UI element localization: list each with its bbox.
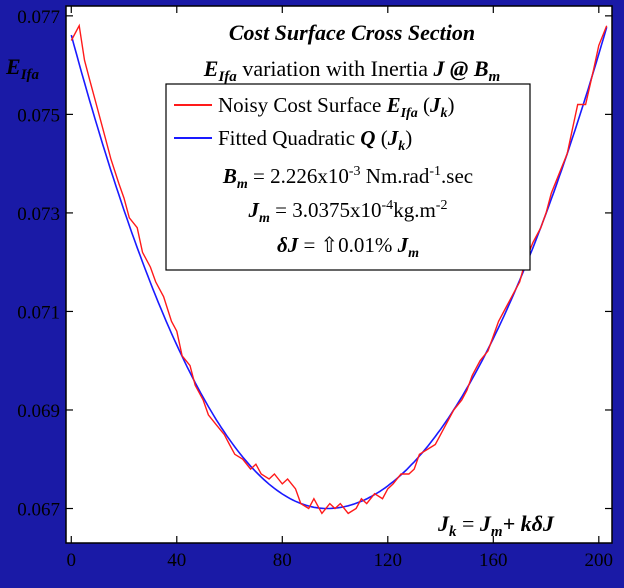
ticks-layer: 0.077 0.075 0.073 0.071 0.069 0.067 0 40 80 120 16… xyxy=(17,6,613,571)
series-noisy-cost xyxy=(70,23,608,515)
subtitle-B-sub: m xyxy=(489,69,501,85)
annotation-dj: δJ = ⇧0.01% Jm xyxy=(277,233,419,261)
chart-subtitle: EIfa variation with Inertia J @ Bm xyxy=(203,56,500,85)
legend-item-noisy: Noisy Cost Surface EIfa (Jk) xyxy=(218,93,454,121)
subtitle-var-sub: Ifa xyxy=(217,69,237,85)
annotation-jm: Jm = 3.0375x10-4kg.m-2 xyxy=(248,198,448,226)
y-tick-label: 0.069 xyxy=(17,401,60,422)
y-tick-label: 0.073 xyxy=(17,204,60,225)
x-tick-label: 80 xyxy=(273,550,292,571)
y-tick-label: 0.067 xyxy=(17,500,60,521)
legend-item-fit: Fitted Quadratic Q (Jk) xyxy=(218,126,412,154)
y-tick-label: 0.071 xyxy=(17,302,60,323)
x-tick-label: 160 xyxy=(479,550,508,571)
ylabel-main: E xyxy=(5,54,21,79)
ylabel-sub: Ifa xyxy=(20,67,40,83)
subtitle-B: B xyxy=(473,56,489,81)
subtitle-var: E xyxy=(203,56,219,81)
x-tick-label: 200 xyxy=(585,550,614,571)
legend-box xyxy=(165,83,531,271)
subtitle-text: variation with Inertia xyxy=(237,56,434,81)
chart-title: Cost Surface Cross Section xyxy=(229,20,475,45)
x-tick-label: 0 xyxy=(67,550,77,571)
y-axis-label: EIfa xyxy=(5,54,40,83)
subtitle-J: J xyxy=(433,56,446,81)
x-axis-label: Jk = Jm+ kδJ xyxy=(437,511,555,540)
y-tick-label: 0.075 xyxy=(17,105,60,126)
subtitle-at: @ xyxy=(445,56,474,81)
y-tick-label: 0.077 xyxy=(17,7,60,28)
annotation-bm: Bm = 2.226x10-3 Nm.rad-1.sec xyxy=(222,164,473,192)
x-tick-label: 120 xyxy=(374,550,403,571)
series-layer xyxy=(70,23,608,515)
x-tick-label: 40 xyxy=(167,550,186,571)
